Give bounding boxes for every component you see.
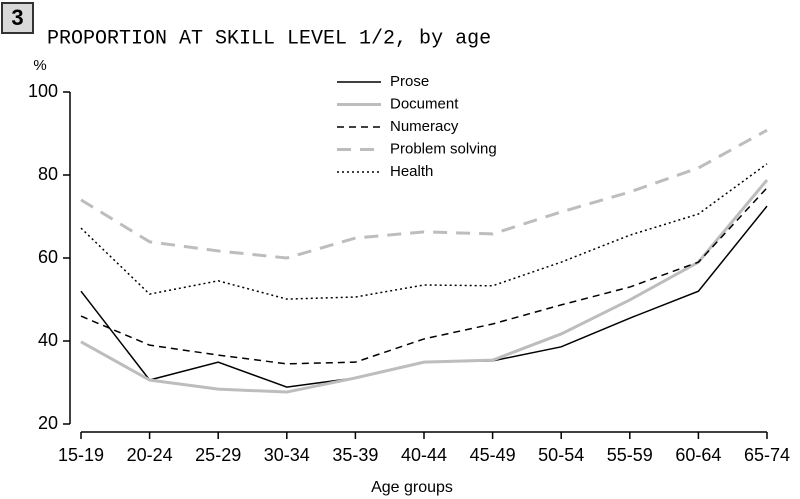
y-axis-label: %: [33, 57, 46, 74]
x-tick-label: 20-24: [127, 445, 173, 465]
series-line: [80, 128, 768, 260]
y-tick-label: 60: [38, 247, 58, 267]
x-tick-label: 50-54: [538, 445, 584, 465]
legend-label: Numeracy: [390, 118, 459, 135]
badge: 3: [11, 5, 23, 30]
y-tick-label: 40: [38, 330, 58, 350]
legend-label: Health: [390, 163, 433, 180]
x-tick-label: 25-29: [195, 445, 241, 465]
x-axis-label: Age groups: [371, 479, 453, 496]
badge-box: [1, 2, 34, 34]
y-tick-label: 100: [28, 81, 58, 101]
x-tick-label: 65-74: [744, 445, 790, 465]
legend-label: Prose: [390, 73, 429, 90]
x-tick-label: 30-34: [264, 445, 310, 465]
x-tick-label: 55-59: [607, 445, 653, 465]
y-tick-label: 80: [38, 164, 58, 184]
x-tick-label: 35-39: [332, 445, 378, 465]
y-tick-label: 20: [38, 413, 58, 433]
series-line: [80, 163, 768, 300]
series-line: [80, 179, 769, 394]
x-tick-label: 45-49: [470, 445, 516, 465]
legend-label: Problem solving: [390, 140, 497, 157]
x-tick-label: 40-44: [401, 445, 447, 465]
legend-label: Document: [390, 95, 459, 112]
series-line: [80, 187, 768, 365]
x-tick-label: 15-19: [58, 445, 104, 465]
chart-title: PROPORTION AT SKILL LEVEL 1/2, by age: [47, 27, 491, 50]
x-tick-label: 60-64: [675, 445, 721, 465]
